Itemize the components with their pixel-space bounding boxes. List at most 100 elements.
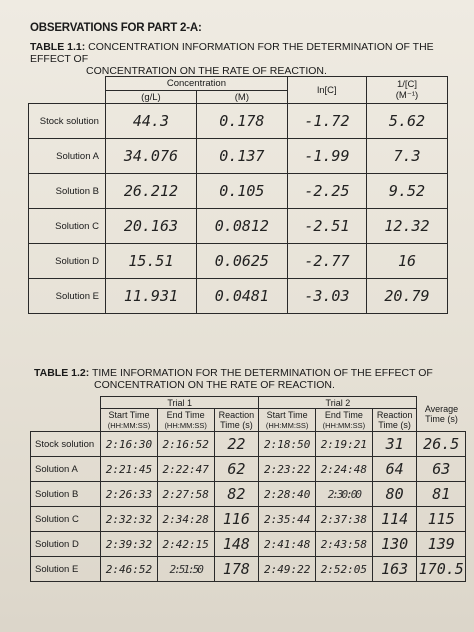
reaction-unit: Time (s) [220, 420, 253, 430]
header-end-time-2: End Time (HH:MM:SS) [315, 408, 373, 432]
cell-gl: 26.212 [104, 173, 197, 209]
cell-start-2: 2:49:22 [258, 556, 317, 582]
header-concentration: Concentration [104, 76, 288, 91]
cell-inverse: 5.62 [365, 103, 449, 139]
table-row: Solution C 20.163 0.0812 -2.51 12.32 [28, 208, 449, 244]
table-row: Solution E 2:46:52 2:51:50 178 2:49:22 2… [29, 556, 466, 582]
header-inverse: 1/[C] (M⁻¹) [365, 76, 449, 104]
cell-end-2: 2:30:00 [315, 481, 373, 507]
header-inverse-unit: (M⁻¹) [395, 90, 419, 101]
table-row: Stock solution 44.3 0.178 -1.72 5.62 [28, 103, 449, 139]
table-row: Solution D 2:39:32 2:42:15 148 2:41:48 2… [29, 531, 466, 557]
table2-caption-number: TABLE 1.2: [34, 367, 90, 379]
header-average: Average Time (s) [416, 396, 466, 432]
table-row: Solution B 2:26:33 2:27:58 82 2:28:40 2:… [29, 481, 466, 507]
cell-molar: 0.105 [195, 173, 288, 209]
cell-gl: 34.076 [104, 138, 197, 174]
table2-caption: TABLE 1.2: TIME INFORMATION FOR THE DETE… [34, 367, 433, 391]
cell-inverse: 20.79 [365, 278, 449, 314]
row-label: Solution A [29, 456, 102, 482]
reaction-label: Reaction [376, 410, 413, 420]
row-label: Stock solution [29, 431, 102, 457]
cell-reaction-1: 22 [213, 431, 260, 457]
table-row: Solution D 15.51 0.0625 -2.77 16 [28, 243, 449, 279]
cell-average: 26.5 [416, 431, 466, 457]
cell-molar: 0.0481 [195, 278, 288, 314]
concentration-table: Concentration ln[C] 1/[C] (M⁻¹) (g/L) (M… [28, 76, 449, 314]
header-trial1: Trial 1 [100, 396, 260, 409]
cell-gl: 11.931 [104, 278, 197, 314]
cell-average: 115 [416, 506, 466, 532]
table-row: Solution C 2:32:32 2:34:28 116 2:35:44 2… [29, 506, 466, 532]
cell-end-2: 2:43:58 [315, 531, 373, 557]
table-row: Solution E 11.931 0.0481 -3.03 20.79 [28, 278, 449, 314]
cell-ln: -1.99 [286, 138, 367, 174]
cell-start-2: 2:41:48 [258, 531, 317, 557]
time-table: Trial 1 Trial 2 Average Time (s) Start T… [29, 396, 466, 582]
table2-caption-line1: TIME INFORMATION FOR THE DETERMINATION O… [91, 367, 433, 379]
cell-reaction-2: 31 [371, 431, 418, 457]
end-time-label: End Time [324, 409, 363, 420]
cell-reaction-1: 62 [213, 456, 260, 482]
cell-reaction-1: 178 [213, 556, 260, 582]
cell-start-2: 2:18:50 [258, 431, 317, 457]
cell-reaction-1: 148 [213, 531, 260, 557]
row-label: Solution A [28, 138, 106, 174]
cell-reaction-2: 64 [371, 456, 418, 482]
cell-reaction-1: 116 [213, 506, 260, 532]
cell-end-2: 2:19:21 [315, 431, 373, 457]
cell-inverse: 9.52 [365, 173, 449, 209]
cell-average: 63 [416, 456, 466, 482]
cell-start-2: 2:23:22 [258, 456, 317, 482]
header-average-unit: Time (s) [425, 413, 458, 424]
cell-ln: -2.77 [286, 243, 367, 279]
end-time-format: (HH:MM:SS) [164, 420, 207, 430]
cell-reaction-2: 114 [371, 506, 418, 532]
header-start-time-1: Start Time (HH:MM:SS) [100, 408, 158, 432]
end-time-label: End Time [166, 409, 205, 420]
cell-inverse: 7.3 [365, 138, 449, 174]
cell-inverse: 16 [365, 243, 449, 279]
row-label: Solution E [29, 556, 102, 582]
start-time-format: (HH:MM:SS) [265, 420, 309, 430]
header-gl: (g/L) [104, 90, 197, 104]
start-time-label: Start Time [108, 409, 150, 420]
section-heading: OBSERVATIONS FOR PART 2-A: [30, 22, 202, 34]
row-label: Stock solution [28, 103, 106, 139]
cell-average: 81 [416, 481, 466, 507]
table1-caption-line1: CONCENTRATION INFORMATION FOR THE DETERM… [30, 41, 434, 65]
cell-ln: -3.03 [286, 278, 367, 314]
row-label: Solution B [28, 173, 106, 209]
cell-average: 139 [416, 531, 466, 557]
header-molar: (M) [195, 90, 288, 104]
cell-start-2: 2:28:40 [258, 481, 317, 507]
cell-start-1: 2:46:52 [100, 556, 158, 582]
row-label: Solution E [28, 278, 106, 314]
cell-gl: 44.3 [104, 103, 197, 139]
header-reaction-1: Reaction Time (s) [213, 408, 260, 432]
cell-end-2: 2:24:48 [315, 456, 373, 482]
cell-start-1: 2:32:32 [100, 506, 158, 532]
table-row: Solution B 26.212 0.105 -2.25 9.52 [28, 173, 449, 209]
cell-molar: 0.0812 [195, 208, 288, 244]
cell-reaction-1: 82 [213, 481, 260, 507]
row-label: Solution D [29, 531, 102, 557]
cell-inverse: 12.32 [365, 208, 449, 244]
cell-gl: 15.51 [104, 243, 197, 279]
header-trial2: Trial 2 [258, 396, 418, 409]
end-time-format: (HH:MM:SS) [322, 420, 366, 430]
table1-corner [28, 76, 106, 104]
cell-reaction-2: 163 [371, 556, 418, 582]
cell-end-1: 2:51:50 [156, 556, 215, 582]
start-time-label: Start Time [266, 409, 308, 420]
cell-start-1: 2:16:30 [100, 431, 158, 457]
header-reaction-2: Reaction Time (s) [371, 408, 418, 432]
cell-reaction-2: 80 [371, 481, 418, 507]
cell-end-1: 2:16:52 [156, 431, 215, 457]
header-average-label: Average [424, 403, 459, 414]
cell-start-1: 2:39:32 [100, 531, 158, 557]
header-start-time-2: Start Time (HH:MM:SS) [258, 408, 317, 432]
cell-end-2: 2:52:05 [315, 556, 373, 582]
cell-end-1: 2:34:28 [156, 506, 215, 532]
